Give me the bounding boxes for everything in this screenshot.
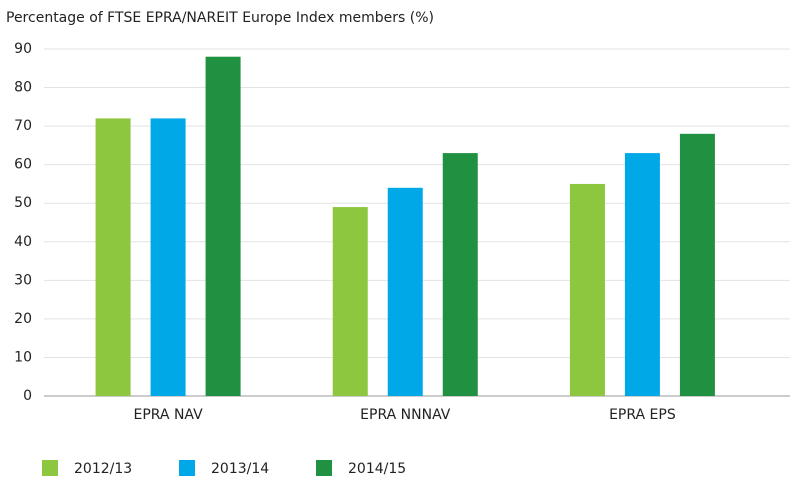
bar (569, 183, 605, 396)
legend-swatch (316, 460, 332, 476)
legend-label: 2014/15 (348, 461, 406, 477)
bar (679, 133, 715, 397)
bar (442, 153, 478, 396)
bar (205, 56, 241, 396)
legend-swatch (42, 460, 58, 476)
legend-label: 2012/13 (74, 461, 132, 477)
y-tick-label: 90 (14, 41, 32, 57)
legend-label: 2013/14 (211, 461, 269, 477)
y-tick-label: 80 (14, 80, 32, 96)
chart-title: Percentage of FTSE EPRA/NAREIT Europe In… (6, 10, 434, 26)
y-tick-label: 10 (14, 349, 32, 365)
y-tick-label: 40 (14, 234, 32, 250)
legend-swatch (179, 460, 195, 476)
y-tick-label: 30 (14, 272, 32, 288)
x-tick-label: EPRA EPS (609, 407, 676, 423)
bar (150, 118, 186, 397)
x-tick-label: EPRA NAV (133, 407, 203, 423)
y-tick-label: 50 (14, 195, 32, 211)
y-tick-label: 70 (14, 118, 32, 134)
x-tick-label: EPRA NNNAV (360, 407, 451, 423)
bar (95, 118, 131, 397)
bar (624, 153, 660, 396)
y-tick-label: 20 (14, 311, 32, 327)
bar (387, 187, 423, 396)
bar (332, 207, 368, 396)
y-tick-label: 0 (23, 388, 32, 404)
y-tick-label: 60 (14, 157, 32, 173)
